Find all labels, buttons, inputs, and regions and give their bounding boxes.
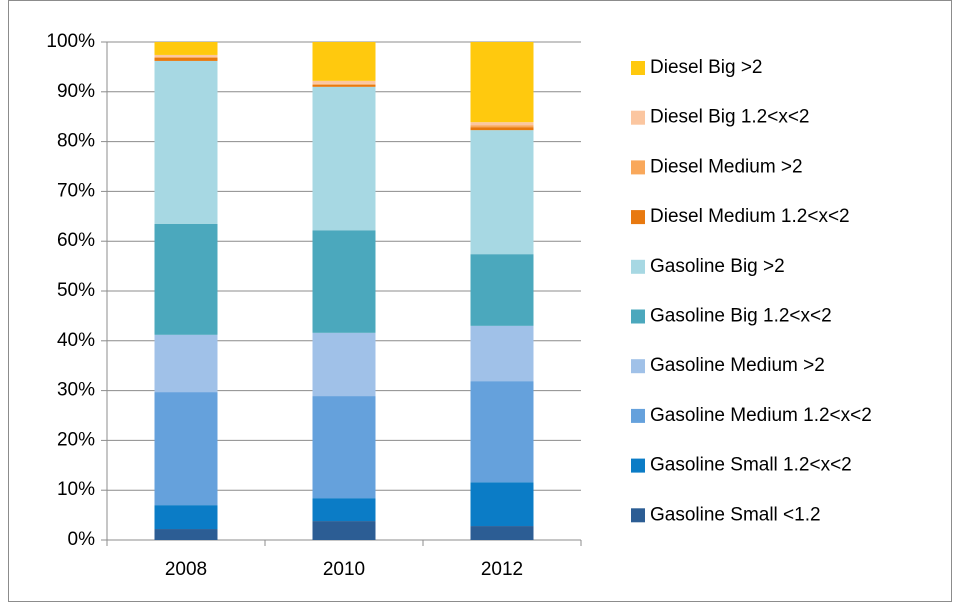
y-tick-label: 50% <box>57 280 95 301</box>
bar-segment <box>312 80 376 84</box>
bar-segment <box>470 254 534 326</box>
legend-label: Gasoline Big 1.2<x<2 <box>650 306 832 327</box>
bar-segment <box>312 396 376 499</box>
y-tick-label: 90% <box>57 81 95 102</box>
y-tick-label: 80% <box>57 131 95 152</box>
y-tick-label: 60% <box>57 230 95 251</box>
legend-label: Gasoline Medium 1.2<x<2 <box>650 405 872 426</box>
legend-swatch <box>631 359 645 374</box>
y-tick-label: 70% <box>57 180 95 201</box>
bar-segment <box>470 127 534 131</box>
x-tick-label: 2008 <box>165 559 207 580</box>
x-tick-label: 2010 <box>323 559 365 580</box>
bar-segment <box>154 54 218 57</box>
bar-segment <box>312 521 376 540</box>
legend-swatch <box>631 458 645 473</box>
bar-segment <box>470 130 534 255</box>
bar-segment <box>470 42 534 123</box>
bar-segment <box>470 125 534 128</box>
y-tick-label: 0% <box>68 529 96 550</box>
y-tick-label: 30% <box>57 380 95 401</box>
bar-segment <box>470 381 534 483</box>
legend-swatch <box>631 259 645 274</box>
x-tick-label: 2012 <box>481 559 523 580</box>
bar-segment <box>312 83 376 85</box>
legend-swatch <box>631 408 645 423</box>
y-tick-label: 100% <box>46 31 95 52</box>
legend-label: Diesel Big 1.2<x<2 <box>650 107 810 128</box>
y-tick-label: 20% <box>57 429 95 450</box>
legend-label: Gasoline Medium >2 <box>650 355 825 376</box>
legend-swatch <box>631 61 645 75</box>
bar-segment <box>154 334 218 393</box>
legend-label: Gasoline Small 1.2<x<2 <box>650 455 852 476</box>
bar-segment <box>154 57 218 61</box>
bar-segment <box>154 223 218 335</box>
legend-swatch <box>631 508 645 523</box>
bar-segment <box>470 482 534 527</box>
bar-segment <box>470 526 534 540</box>
bar-segment <box>470 325 534 382</box>
bar-segment <box>154 529 218 540</box>
bar-segment <box>312 332 376 397</box>
bar-segment <box>470 122 534 126</box>
legend-label: Diesel Medium 1.2<x<2 <box>650 206 850 227</box>
bar-segment <box>312 84 376 87</box>
legend-swatch <box>631 110 645 125</box>
bar-segment <box>154 56 218 58</box>
bar-segment <box>154 42 218 55</box>
legend-swatch <box>631 309 645 324</box>
legend-label: Gasoline Big >2 <box>650 256 785 277</box>
bar-segment <box>154 60 218 224</box>
y-tick-label: 40% <box>57 330 95 351</box>
legend-swatch <box>631 210 645 225</box>
legend-label: Gasoline Small <1.2 <box>650 504 821 525</box>
legend-swatch <box>631 160 645 175</box>
bar-segment <box>154 505 218 530</box>
bar-segment <box>154 392 218 506</box>
bar-segment <box>312 42 376 81</box>
bar-segment <box>312 86 376 231</box>
y-tick-label: 10% <box>57 479 95 500</box>
legend-label: Diesel Medium >2 <box>650 156 803 177</box>
legend-label: Diesel Big >2 <box>650 57 762 78</box>
bar-segment <box>312 230 376 333</box>
bar-segment <box>312 498 376 522</box>
